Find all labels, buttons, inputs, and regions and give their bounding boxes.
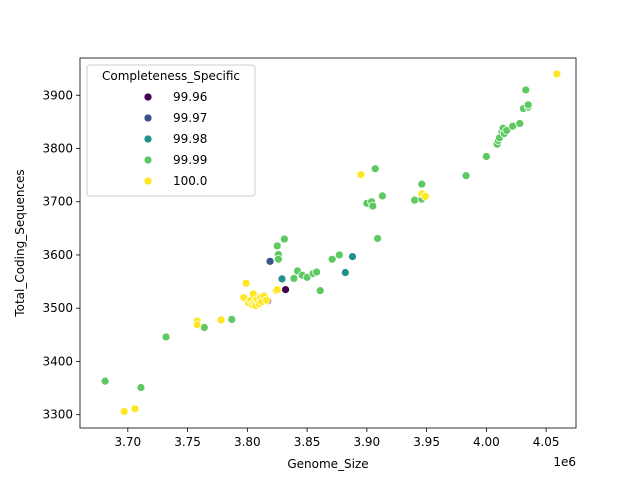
data-point bbox=[280, 234, 289, 244]
x-tick-label: 3.70 bbox=[114, 435, 141, 449]
legend: Completeness_Specific 99.9699.9799.9899.… bbox=[86, 64, 256, 197]
data-point bbox=[417, 179, 427, 189]
data-point bbox=[481, 152, 491, 161]
data-point bbox=[515, 119, 525, 128]
legend-marker bbox=[143, 134, 153, 144]
data-point bbox=[100, 376, 110, 386]
x-tick-label: 3.80 bbox=[234, 435, 261, 449]
data-point bbox=[274, 254, 283, 264]
data-point bbox=[521, 85, 531, 95]
legend-entry-label: 99.99 bbox=[173, 153, 207, 167]
data-points bbox=[100, 69, 562, 416]
legend-frame bbox=[86, 64, 256, 197]
y-tick-label: 3900 bbox=[42, 88, 73, 102]
data-point bbox=[356, 170, 366, 179]
legend-entry-label: 100.0 bbox=[173, 174, 207, 188]
data-point bbox=[334, 250, 344, 260]
data-point bbox=[272, 241, 282, 251]
y-tick-label: 3600 bbox=[42, 248, 73, 262]
legend-title: Completeness_Specific bbox=[102, 69, 240, 83]
legend-marker bbox=[143, 113, 153, 123]
y-tick-label: 3300 bbox=[42, 408, 73, 422]
x-tick-label: 3.75 bbox=[174, 435, 201, 449]
data-point bbox=[421, 192, 430, 201]
x-axis-offset-label: 1e6 bbox=[553, 455, 576, 469]
data-point bbox=[340, 268, 350, 277]
data-point bbox=[281, 285, 290, 294]
legend-marker bbox=[143, 155, 153, 165]
x-tick-label: 3.90 bbox=[353, 435, 380, 449]
data-point bbox=[136, 383, 146, 392]
legend-marker bbox=[143, 176, 153, 186]
x-axis: 3.70 3.75 3.80 3.85 3.90 3.95 4.00 4.05 bbox=[114, 428, 559, 449]
y-axis: 3300 3400 3500 3600 3700 3800 3900 bbox=[42, 88, 80, 422]
legend-marker bbox=[143, 92, 153, 102]
data-point bbox=[461, 171, 471, 181]
data-point bbox=[315, 286, 325, 296]
data-point bbox=[241, 278, 251, 288]
data-point bbox=[348, 252, 357, 261]
x-axis-label: Genome_Size bbox=[287, 457, 368, 471]
data-point bbox=[277, 274, 287, 284]
legend-entry-label: 99.98 bbox=[173, 132, 207, 146]
data-point bbox=[272, 285, 282, 294]
data-point bbox=[312, 267, 322, 277]
legend-entries: 99.96 99.97 99.98 99.99 100.0 bbox=[143, 90, 207, 188]
x-tick-label: 4.00 bbox=[473, 435, 500, 449]
data-point bbox=[368, 201, 378, 211]
data-point bbox=[265, 256, 275, 266]
data-point bbox=[130, 404, 140, 414]
y-tick-label: 3500 bbox=[42, 301, 73, 315]
data-point bbox=[289, 274, 299, 283]
y-tick-label: 3700 bbox=[42, 195, 73, 209]
data-point bbox=[119, 407, 129, 416]
legend-entry-label: 99.97 bbox=[173, 111, 207, 125]
data-point bbox=[552, 69, 562, 79]
data-point bbox=[327, 254, 337, 264]
x-tick-label: 3.95 bbox=[413, 435, 440, 449]
x-tick-label: 4.05 bbox=[533, 435, 560, 449]
data-point bbox=[216, 315, 226, 325]
data-point bbox=[161, 332, 171, 342]
y-tick-label: 3800 bbox=[42, 142, 73, 156]
data-point bbox=[410, 195, 420, 205]
data-point bbox=[227, 315, 237, 324]
data-point bbox=[262, 295, 271, 305]
data-point bbox=[373, 234, 382, 243]
plot-frame bbox=[79, 57, 577, 429]
data-point bbox=[192, 320, 202, 330]
legend-entry-label: 99.96 bbox=[173, 90, 207, 104]
data-point bbox=[523, 100, 533, 110]
data-point bbox=[378, 191, 387, 201]
data-point bbox=[502, 126, 512, 135]
y-tick-label: 3400 bbox=[42, 354, 73, 368]
y-axis-label: Total_Coding_Sequences bbox=[13, 169, 27, 317]
data-point bbox=[370, 164, 380, 174]
x-tick-label: 3.85 bbox=[294, 435, 321, 449]
